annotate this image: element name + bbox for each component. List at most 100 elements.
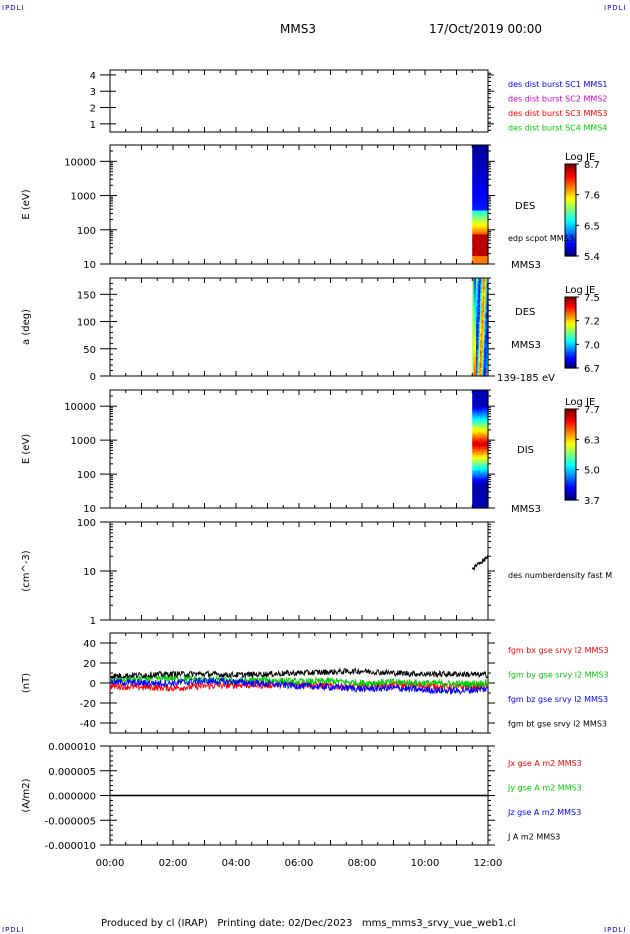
dis_energy-cell: [474, 397, 477, 401]
des_pitch-colorbar-cell: [565, 325, 576, 328]
des_energy-cell: [484, 256, 486, 259]
des_pitch-cell: [473, 364, 476, 367]
dis_energy-frame: [109, 389, 489, 509]
des_energy-cell: [477, 228, 480, 231]
des_pitch-cell: [472, 330, 475, 333]
des_energy-cell: [477, 172, 480, 176]
dis_energy-cell: [477, 492, 480, 495]
des_pitch-cell: [485, 299, 488, 302]
dis_energy-cell: [477, 390, 480, 393]
dis_energy-cell: [476, 421, 479, 425]
dis_energy-cell: [484, 500, 486, 503]
dis_energy-colorbar-tick-label: 7.7: [584, 405, 600, 416]
des_energy-cell: [472, 196, 475, 200]
dis_energy-cell: [474, 474, 477, 478]
dis_energy-cell: [485, 492, 488, 495]
des_pitch-cell: [485, 338, 488, 341]
dis_energy-cell: [472, 427, 475, 430]
des_energy-cell: [481, 146, 484, 150]
dis_energy-cell: [485, 391, 488, 395]
dis_energy-cell: [480, 405, 483, 409]
des_pitch-cell: [481, 344, 484, 348]
des_pitch-cell: [477, 346, 480, 349]
des_energy-cell: [472, 172, 475, 176]
des_energy-cell: [482, 236, 485, 239]
des_energy-cell: [485, 210, 488, 214]
des_pitch-cell: [477, 297, 480, 300]
dis_energy-cell: [473, 486, 476, 489]
des_pitch-cell: [484, 367, 486, 371]
des_energy-cell: [476, 158, 479, 162]
des_energy-cell: [473, 250, 476, 253]
dis_energy-cell: [482, 472, 485, 476]
dis_energy-cell: [482, 476, 485, 480]
dis_energy-cell: [485, 437, 488, 440]
des_energy-cell: [472, 218, 475, 221]
dis_energy-cell: [484, 393, 486, 397]
des_energy-cell: [480, 240, 483, 243]
des_pitch-cell: [485, 315, 488, 318]
dis_energy-cell: [472, 458, 475, 462]
dis_energy-cell: [477, 458, 480, 462]
des_energy-cell: [477, 224, 480, 227]
des_pitch-cell: [478, 338, 481, 341]
des_energy-cell: [477, 168, 480, 172]
des_pitch-cell: [481, 372, 484, 375]
des_pitch-cell: [481, 346, 484, 349]
dis_energy-frame-top: [109, 389, 489, 509]
des_energy-cell: [474, 178, 477, 182]
des_pitch-cell: [476, 338, 479, 341]
dis_energy-cell: [477, 399, 480, 403]
dis_energy-cell: [480, 449, 483, 452]
des_pitch-cell: [476, 317, 479, 320]
des_pitch-cell: [474, 362, 477, 366]
des_energy-cell: [477, 222, 480, 225]
des_energy-cell: [472, 236, 475, 239]
dis_energy-cell: [473, 415, 476, 419]
des_energy-cell: [472, 156, 475, 160]
des_pitch-cell: [480, 284, 483, 287]
dis_energy-cell: [476, 423, 479, 426]
des_energy-cell: [485, 184, 488, 188]
des_energy-cell: [473, 258, 476, 261]
dis_energy-cell: [473, 441, 476, 444]
des_energy-cell: [476, 226, 479, 229]
des_pitch-ylabel: a (deg): [21, 309, 32, 345]
dis_energy-cell: [474, 443, 477, 446]
des_pitch-cell: [484, 340, 486, 343]
des_energy-cell: [473, 188, 476, 192]
des_energy-cell: [476, 186, 479, 190]
des_energy-cell: [481, 240, 484, 243]
burst-legend-entry: des dist burst SC3 MMS3: [508, 109, 607, 118]
des_energy-colorbar-cell: [565, 216, 576, 220]
des_pitch-cell: [478, 322, 481, 325]
des_energy-cell: [481, 250, 484, 253]
dis_energy-cell: [478, 470, 481, 474]
des_pitch-cell: [472, 362, 475, 366]
des_pitch-cell: [484, 295, 486, 299]
dis_energy-cell: [484, 441, 486, 444]
des_energy-cell: [477, 202, 480, 206]
dis_energy-colorbar-cell: [565, 470, 576, 474]
dis_energy-cell: [473, 498, 476, 501]
dis_energy-cell: [480, 417, 483, 421]
des_energy-colorbar-cell: [565, 244, 576, 248]
dis_energy-colorbar-cell: [565, 495, 576, 499]
des_energy-cell: [485, 212, 488, 216]
dis_energy-cell: [474, 496, 477, 499]
dis_energy-cell: [478, 472, 481, 476]
dis_energy-cell: [478, 450, 481, 454]
dis_energy-cell: [480, 429, 483, 432]
des_pitch-cell: [474, 291, 477, 294]
des_energy-cell: [472, 220, 475, 223]
dis_energy-cell: [472, 478, 475, 482]
dis_energy-cell: [473, 462, 476, 466]
dis_energy-cell: [480, 425, 483, 428]
des_pitch-cell: [476, 346, 479, 349]
des_energy-cell: [477, 156, 480, 160]
time-axis-label: 10:00: [411, 858, 440, 869]
dis_energy-cell: [477, 443, 480, 446]
des_pitch-cell: [476, 369, 479, 372]
dis_energy-cell: [480, 482, 483, 485]
des_pitch-cell: [477, 323, 480, 326]
